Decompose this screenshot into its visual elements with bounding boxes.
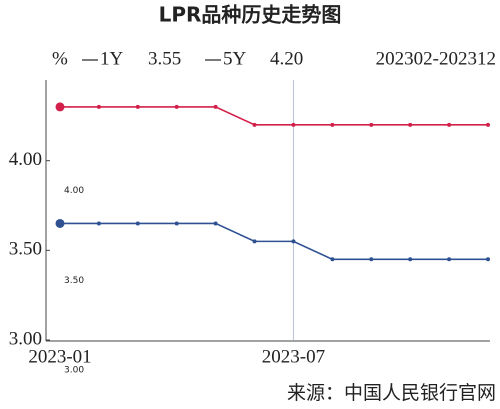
legend-value: 3.55 — [148, 48, 181, 69]
y-tick-label: 4.00 — [9, 149, 42, 170]
y-tick-label-small: 4.00 — [64, 186, 84, 196]
point — [96, 221, 101, 226]
point — [447, 257, 452, 262]
point — [330, 122, 335, 127]
y-tick-label-small: 3.00 — [64, 366, 84, 376]
point — [369, 257, 374, 262]
y-tick-label: 3.00 — [9, 328, 42, 349]
point — [486, 122, 490, 127]
source: 来源：中国人民银行官网 — [287, 382, 496, 404]
point — [408, 257, 413, 262]
point — [408, 122, 413, 127]
point — [291, 239, 296, 244]
legend-label: 5Y — [223, 48, 247, 69]
point — [369, 122, 374, 127]
x-tick-label: 2023-01 — [28, 346, 91, 367]
point — [55, 102, 65, 112]
legend-value: 4.20 — [270, 48, 303, 69]
series-line — [60, 106, 488, 126]
legend-label: 1Y — [100, 48, 124, 69]
point — [96, 104, 101, 109]
point — [213, 104, 218, 109]
point — [486, 257, 490, 262]
point — [330, 257, 335, 262]
y-tick-label: 3.50 — [9, 239, 42, 260]
point — [252, 239, 257, 244]
period-label: 202302-202312 — [376, 48, 496, 69]
point — [135, 104, 140, 109]
series-line — [60, 222, 488, 261]
y-tick-label-small: 3.50 — [64, 276, 84, 286]
point — [174, 104, 179, 109]
point — [447, 122, 452, 127]
point — [135, 221, 140, 226]
point — [291, 122, 296, 127]
unit-label: % — [52, 48, 68, 69]
x-tick-label: 2023-07 — [262, 346, 325, 367]
chart-title: LPR品种历史走势图 — [159, 3, 342, 27]
point — [174, 221, 179, 226]
point — [213, 221, 218, 226]
point — [252, 122, 257, 127]
point — [55, 218, 65, 228]
